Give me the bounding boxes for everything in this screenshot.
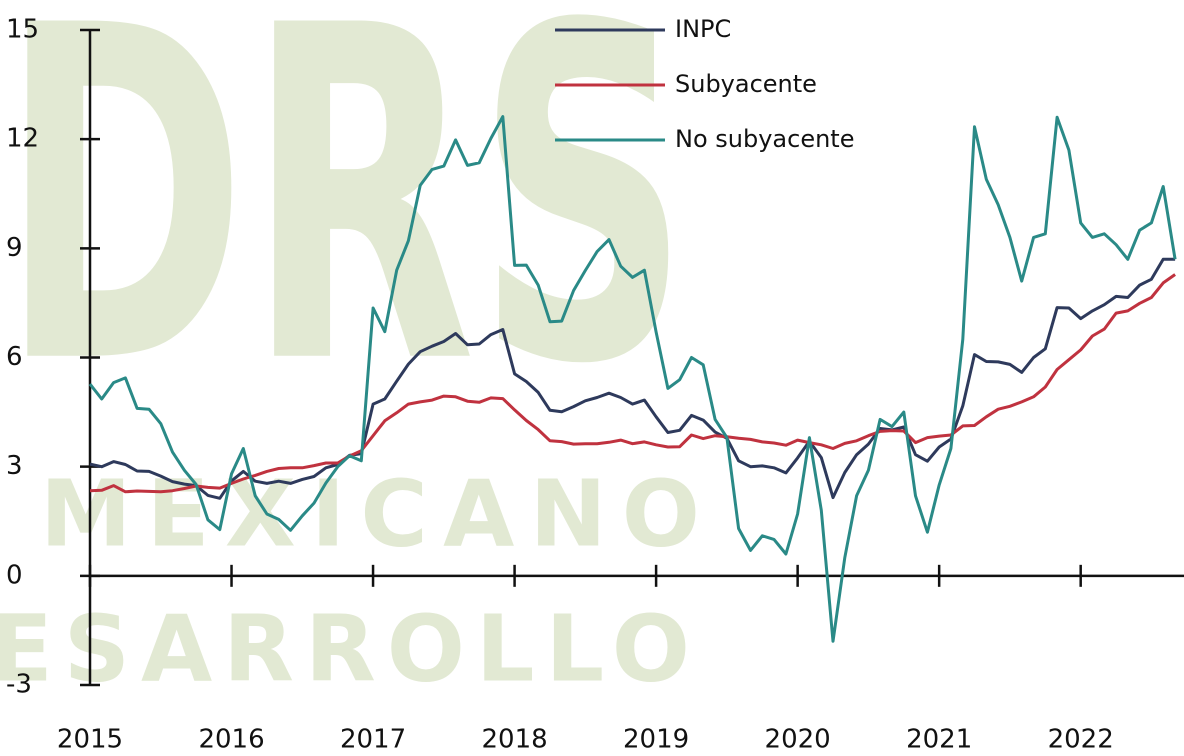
x-tick-label: 2017 — [340, 725, 406, 755]
watermark-line: MEXICANO — [40, 460, 700, 567]
y-tick-label: 0 — [6, 560, 23, 590]
y-tick-label: 3 — [6, 451, 23, 481]
series-line — [88, 115, 1177, 643]
x-tick-label: 2021 — [906, 725, 972, 755]
y-tick-label: 12 — [6, 124, 39, 154]
y-tick-label: 6 — [6, 342, 23, 372]
legend-label: INPC — [675, 15, 731, 43]
y-tick-label: 15 — [6, 15, 39, 45]
y-tick-label: 9 — [6, 233, 23, 263]
legend-label: Subyacente — [675, 70, 817, 98]
y-tick-label: -3 — [6, 670, 32, 700]
series-line — [89, 273, 1176, 494]
x-tick-label: 2019 — [623, 725, 689, 755]
x-tick-label: 2022 — [1048, 725, 1114, 755]
legend-label: No subyacente — [675, 125, 854, 153]
x-tick-label: 2020 — [765, 725, 831, 755]
series-line — [89, 257, 1176, 500]
x-tick-label: 2015 — [57, 725, 123, 755]
watermark-line: ESARROLLO — [0, 595, 690, 702]
x-tick-label: 2016 — [198, 725, 264, 755]
x-tick-label: 2018 — [481, 725, 547, 755]
watermark-logo: DRS — [0, 0, 690, 465]
